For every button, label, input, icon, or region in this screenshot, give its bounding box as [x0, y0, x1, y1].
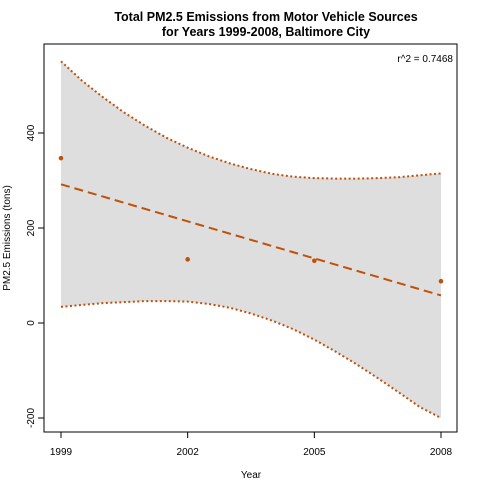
- y-tick-label--200: -200: [26, 408, 37, 428]
- lower-confidence-bound: [60, 300, 442, 419]
- x-tick-label-2008: 2008: [430, 447, 453, 458]
- y-tick-label-200: 200: [26, 219, 37, 236]
- y-tick-label-0: 0: [26, 320, 37, 326]
- data-point-2005: [312, 258, 317, 264]
- x-tick-label-2005: 2005: [303, 447, 326, 458]
- chart-subtitle: for Years 1999-2008, Baltimore City: [162, 25, 370, 39]
- data-point-2002: [185, 257, 190, 262]
- y-tick-label-400: 400: [26, 124, 37, 141]
- plot-area: [58, 60, 444, 419]
- x-tick-label-1999: 1999: [50, 447, 73, 458]
- regression-line: [60, 183, 442, 297]
- chart-title: Total PM2.5 Emissions from Motor Vehicle…: [114, 10, 417, 24]
- y-axis-label: PM2.5 Emissions (tons): [2, 185, 13, 291]
- y-axis: -200 0 200 400: [26, 124, 45, 428]
- x-axis-label: Year: [241, 470, 262, 480]
- r-squared-annotation: r^2 = 0.7468: [397, 54, 453, 65]
- x-tick-label-2002: 2002: [177, 447, 200, 458]
- x-axis: 1999 2002 2005 2008: [50, 431, 453, 458]
- data-point-1999: [58, 155, 64, 161]
- upper-confidence-bound: [60, 60, 442, 180]
- data-point-2008: [438, 278, 444, 284]
